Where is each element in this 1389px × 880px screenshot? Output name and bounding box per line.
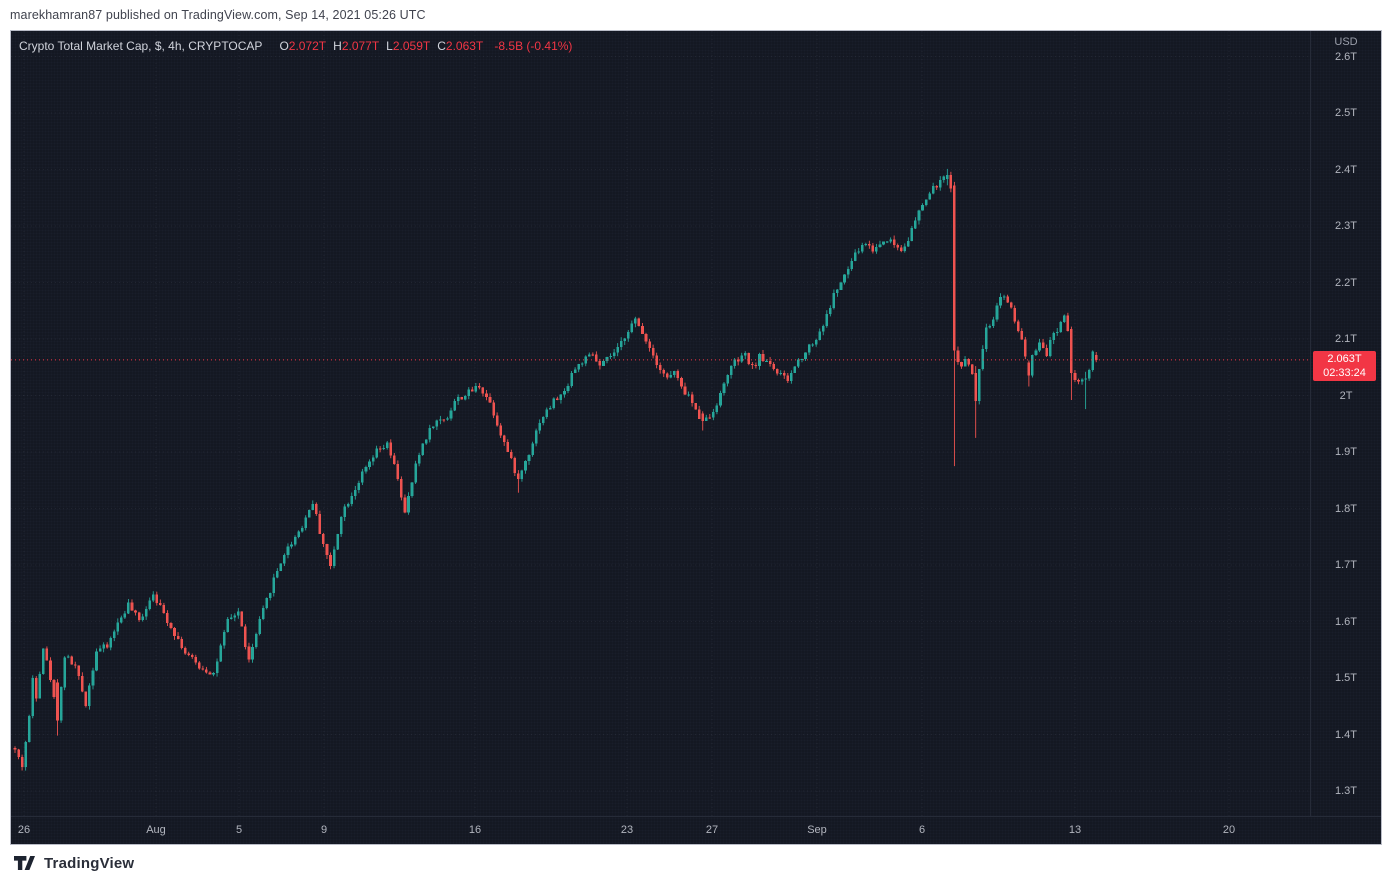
time-tick-label: 27 bbox=[705, 824, 719, 836]
time-tick-label: 23 bbox=[620, 824, 634, 836]
close-label: C bbox=[437, 39, 446, 53]
time-tick-label: 9 bbox=[320, 824, 328, 836]
tradingview-logo-icon[interactable] bbox=[14, 856, 36, 870]
currency-unit-toggle[interactable]: USD bbox=[1334, 36, 1358, 48]
time-tick-label: 20 bbox=[1222, 824, 1236, 836]
price-tick-label: 1.4T bbox=[1334, 728, 1357, 741]
chart-panel: Crypto Total Market Cap, $, 4h, CRYPTOCA… bbox=[10, 30, 1382, 845]
brand-footer: TradingView bbox=[14, 850, 134, 876]
ohlc-readout: O2.072T H2.077T L2.059T C2.063T bbox=[272, 39, 483, 53]
close-value: 2.063T bbox=[445, 39, 484, 53]
open-value: 2.072T bbox=[288, 39, 327, 53]
time-tick-label: Sep bbox=[807, 824, 827, 836]
low-value: 2.059T bbox=[392, 39, 431, 53]
time-tick-label: 13 bbox=[1068, 824, 1082, 836]
chart-legend: Crypto Total Market Cap, $, 4h, CRYPTOCA… bbox=[19, 39, 572, 53]
price-tick-label: 1.6T bbox=[1334, 615, 1357, 628]
time-axis[interactable]: 26 Aug 5 9 16 23 27 Sep 6 13 20 bbox=[11, 816, 1381, 844]
publish-info-text: marekhamran87 published on TradingView.c… bbox=[10, 8, 426, 22]
price-tick-label: 1.5T bbox=[1334, 672, 1357, 684]
high-value: 2.077T bbox=[341, 39, 380, 53]
price-tick-label: 2.6T bbox=[1334, 50, 1357, 63]
price-tick-label: 2T bbox=[1339, 389, 1353, 402]
publish-info-bar: marekhamran87 published on TradingView.c… bbox=[10, 0, 426, 30]
price-tick-label: 1.9T bbox=[1334, 446, 1357, 458]
price-tick-label: 1.8T bbox=[1334, 502, 1357, 515]
price-tick-label: 2.5T bbox=[1334, 107, 1357, 119]
last-price-label: 2.063T bbox=[1327, 352, 1362, 365]
price-tick-label: 2.3T bbox=[1334, 220, 1357, 232]
time-tick-label: 6 bbox=[918, 824, 926, 836]
time-tick-label: Aug bbox=[146, 824, 166, 836]
price-tick-label: 1.7T bbox=[1334, 559, 1357, 571]
time-tick-label: 16 bbox=[468, 824, 482, 836]
price-tick-label: 2.1T bbox=[1334, 333, 1357, 345]
symbol-title[interactable]: Crypto Total Market Cap, $, 4h, CRYPTOCA… bbox=[19, 39, 263, 53]
open-label: O bbox=[279, 39, 289, 53]
time-tick-label: 26 bbox=[17, 824, 31, 836]
brand-name[interactable]: TradingView bbox=[44, 854, 135, 872]
price-axis[interactable]: USD 2.6T 2.5T 2.4T 2.3T 2.2T 2.1T 2T 1.9T 1.8T 1.… bbox=[1310, 31, 1381, 817]
price-tick-label: 1.3T bbox=[1334, 785, 1357, 797]
time-tick-label: 5 bbox=[235, 824, 243, 836]
low-label: L bbox=[386, 39, 393, 53]
change-value: -8.5B (-0.41%) bbox=[494, 39, 573, 53]
price-tick-label: 2.2T bbox=[1334, 276, 1357, 289]
price-tick-label: 2.4T bbox=[1334, 163, 1357, 176]
candles-layer[interactable] bbox=[11, 31, 1381, 844]
bar-countdown: 02:33:24 bbox=[1323, 366, 1366, 379]
high-label: H bbox=[333, 39, 342, 53]
last-price-badge: 2.063T 02:33:24 bbox=[1313, 350, 1376, 381]
